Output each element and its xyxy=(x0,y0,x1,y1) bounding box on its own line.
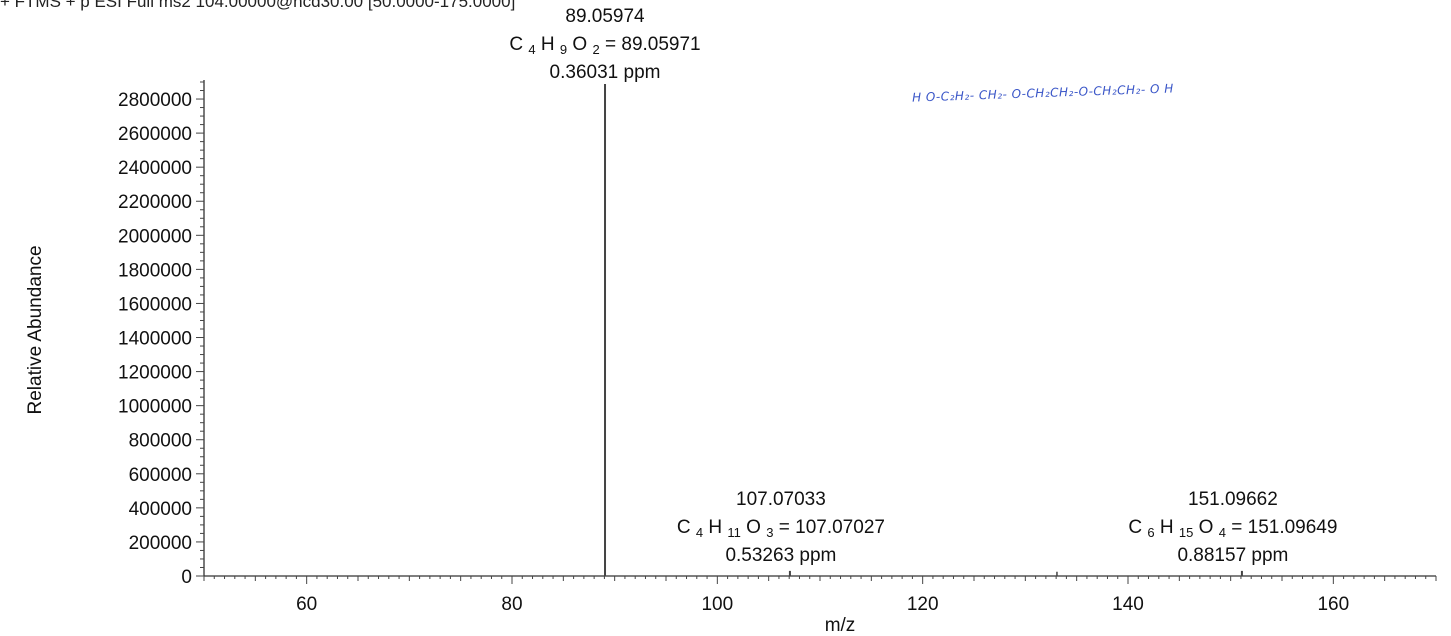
x-tick-label: 160 xyxy=(1317,594,1349,615)
y-tick-label: 2600000 xyxy=(118,124,192,145)
y-tick-label: 200000 xyxy=(129,533,192,554)
y-tick-label: 1400000 xyxy=(118,329,192,350)
peak-ppm-label: 0.88157 ppm xyxy=(1177,545,1288,566)
y-tick-label: 600000 xyxy=(129,465,192,486)
y-tick-label: 800000 xyxy=(129,431,192,452)
peak-formula-label: C 6 H 15 O 4 = 151.09649 xyxy=(1128,517,1337,540)
y-tick-label: 1800000 xyxy=(118,260,192,281)
peak-formula-label: C 4 H 9 O 2 = 89.05971 xyxy=(509,34,700,57)
peak-mz-label: 89.05974 xyxy=(565,6,645,27)
y-tick-label: 400000 xyxy=(129,499,192,520)
y-tick-label: 2000000 xyxy=(118,226,192,247)
peak-ppm-label: 0.36031 ppm xyxy=(550,62,661,83)
y-tick-label: 2400000 xyxy=(118,158,192,179)
y-tick-label: 1600000 xyxy=(118,294,192,315)
y-tick-label: 1000000 xyxy=(118,397,192,418)
x-tick-label: 60 xyxy=(296,594,317,615)
y-axis-title: Relative Abundance xyxy=(25,245,46,414)
x-tick-label: 80 xyxy=(501,594,522,615)
y-tick-label: 1200000 xyxy=(118,363,192,384)
x-tick-label: 100 xyxy=(701,594,733,615)
peak-mz-label: 107.07033 xyxy=(736,489,826,510)
peak-ppm-label: 0.53263 ppm xyxy=(725,545,836,566)
x-tick-label: 120 xyxy=(907,594,939,615)
peak-formula-label: C 4 H 11 O 3 = 107.07027 xyxy=(677,517,885,540)
y-tick-label: 0 xyxy=(181,567,192,588)
scan-header: + FTMS + p ESI Full ms2 104.00000@hcd30.… xyxy=(0,0,516,11)
y-tick-label: 2800000 xyxy=(118,90,192,111)
x-axis-title: m/z xyxy=(825,615,856,636)
x-tick-label: 140 xyxy=(1112,594,1144,615)
y-tick-label: 2200000 xyxy=(118,192,192,213)
peak-mz-label: 151.09662 xyxy=(1188,489,1278,510)
